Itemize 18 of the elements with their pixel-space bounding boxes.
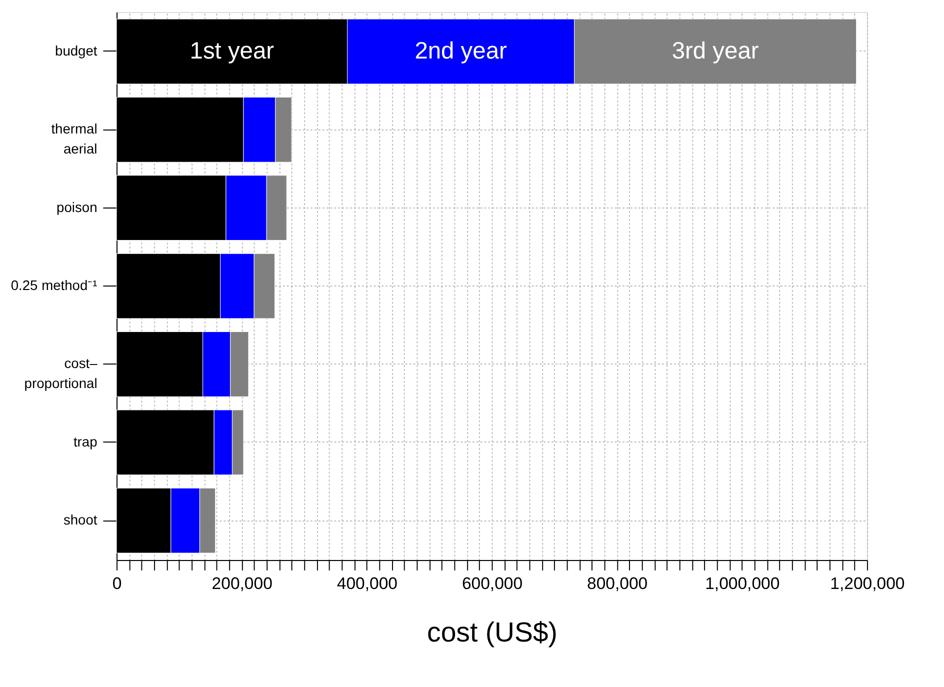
y-tick-label: 0.25 method⁻¹	[10, 276, 98, 293]
series-label: 1st year	[190, 38, 274, 64]
series-label: 2nd year	[414, 38, 507, 64]
x-axis-title: cost (US$)	[427, 616, 558, 648]
x-tick-label: 600,000	[462, 574, 523, 594]
y-tick-label: poison	[56, 198, 98, 215]
y-tick-label: cost– proportional	[24, 355, 98, 391]
x-tick-label: 200,000	[212, 574, 272, 594]
y-tick-label: thermal aerial	[51, 120, 98, 156]
y-tick-label: shoot	[63, 512, 98, 528]
y-tick-label: trap	[73, 433, 98, 450]
x-tick-label: 0	[112, 574, 122, 594]
series-label: 3rd year	[672, 38, 759, 64]
x-tick-label: 400,000	[336, 574, 398, 594]
x-tick-label: 1,000,000	[705, 574, 780, 594]
x-tick-label: 800,000	[587, 574, 648, 594]
x-tick-label: 1,200,000	[830, 574, 905, 594]
y-tick-label: budget	[55, 42, 98, 58]
